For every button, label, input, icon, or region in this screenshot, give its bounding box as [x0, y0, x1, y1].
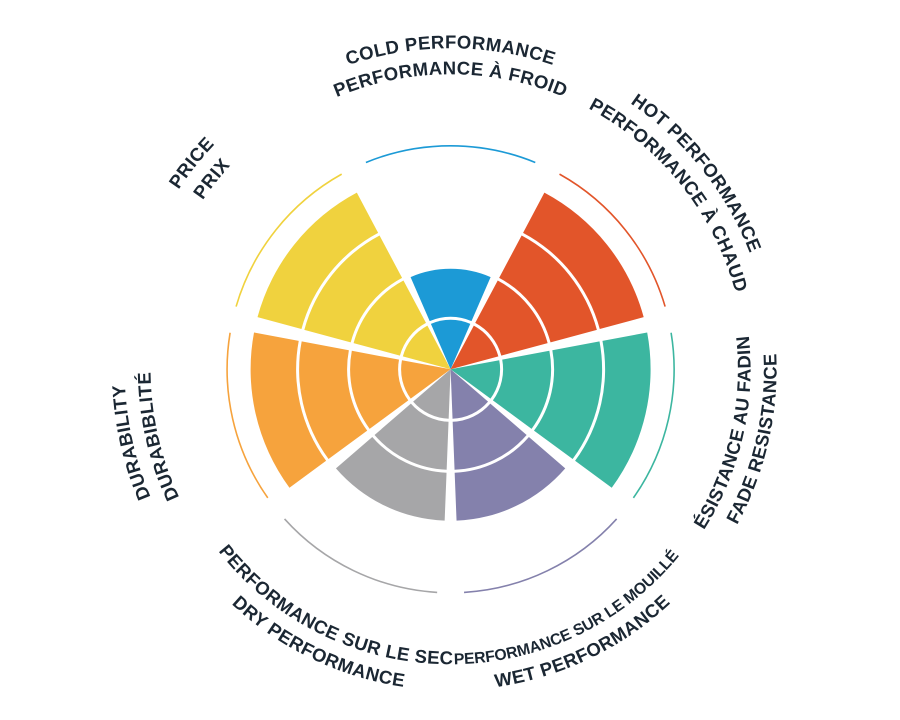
svg-text:HOT PERFORMANCE: HOT PERFORMANCE — [628, 89, 766, 255]
svg-text:WET PERFORMANCE: WET PERFORMANCE — [493, 590, 674, 691]
svg-text:PERFORMANCE À FROID: PERFORMANCE À FROID — [330, 57, 570, 101]
